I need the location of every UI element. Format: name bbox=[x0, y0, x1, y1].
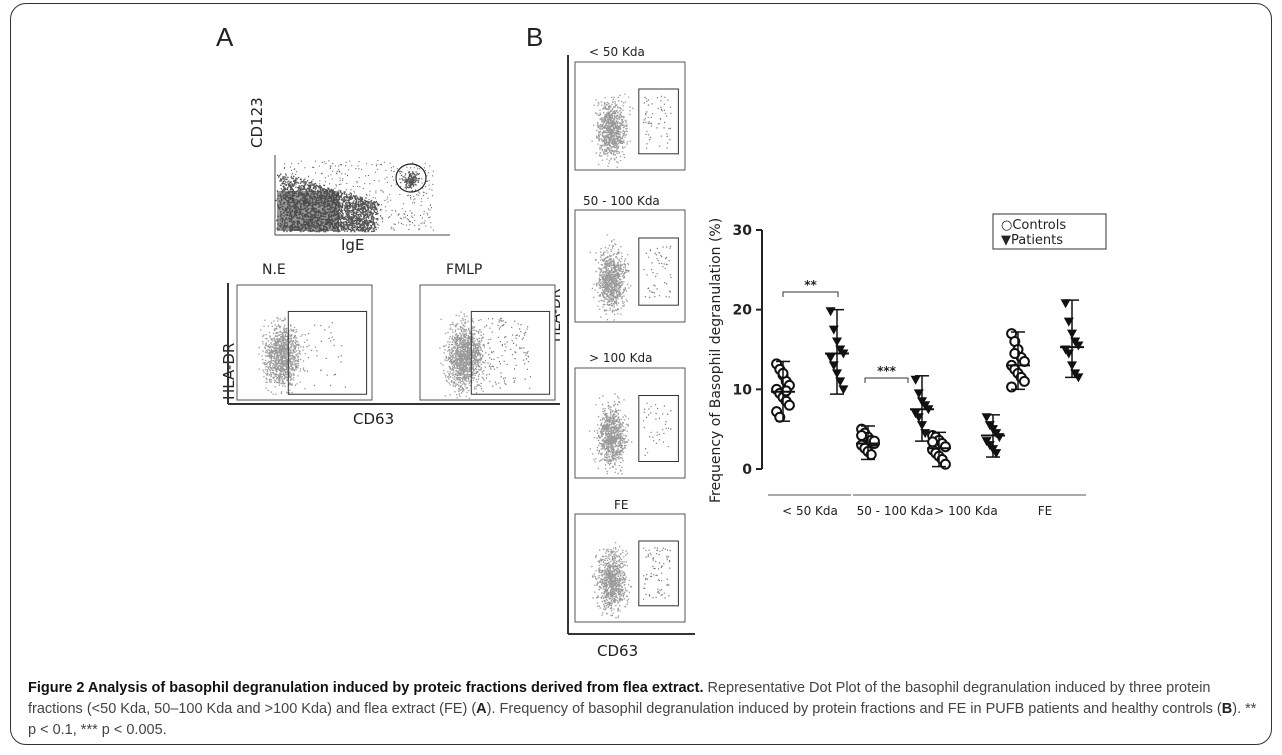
control-point bbox=[939, 441, 951, 453]
patient-point bbox=[825, 353, 836, 363]
cell-population-cloud bbox=[591, 542, 633, 619]
dot-plot-title-fmlp: FMLP bbox=[446, 262, 483, 278]
patient-point bbox=[994, 433, 1005, 443]
y-tick-label: 10 bbox=[733, 382, 753, 398]
dot-plot-frame bbox=[574, 513, 686, 623]
gated-events bbox=[643, 95, 672, 149]
cell-population-cloud bbox=[589, 393, 633, 475]
category-label: FE bbox=[1038, 504, 1052, 518]
control-point bbox=[1009, 347, 1021, 359]
panel-a-xlabel: CD63 bbox=[353, 410, 395, 428]
control-point bbox=[927, 436, 939, 448]
legend-triangle-icon: ▼ bbox=[1001, 233, 1011, 248]
significance-bracket bbox=[782, 291, 839, 297]
basophil-gate-ellipse bbox=[395, 163, 427, 193]
lymphocyte-mass bbox=[277, 191, 339, 231]
dot-plot-gt100 bbox=[574, 367, 686, 479]
panel-b-letter: B bbox=[526, 22, 544, 52]
category-label: > 100 Kda bbox=[934, 504, 997, 518]
category-label: 50 - 100 Kda bbox=[857, 504, 934, 518]
basophil-gate bbox=[638, 237, 679, 306]
cell-population-cloud bbox=[439, 311, 492, 399]
caption-text-2: ). Frequency of basophil degranulation i… bbox=[486, 701, 1222, 717]
caption-text-1: Representative Dot Plot of the basophil … bbox=[28, 680, 1211, 717]
dot-plot-title-50-100: 50 - 100 Kda bbox=[583, 194, 660, 208]
dot-plot-title-ne: N.E bbox=[262, 262, 286, 278]
significance-label: ** bbox=[804, 278, 817, 292]
caption-ref-a: A bbox=[476, 701, 487, 717]
dot-plot-ne bbox=[236, 284, 373, 401]
basophil-gate bbox=[638, 395, 679, 462]
degranulation-chart: 0 10 20 30 < 50 Kda 50 - 100 Kda > 100 Kda FE **… bbox=[733, 213, 1107, 518]
control-point bbox=[939, 458, 951, 470]
dot-plot-title-fe: FE bbox=[614, 498, 629, 512]
control-point bbox=[1018, 375, 1030, 387]
caption-title: Figure 2 Analysis of basophil degranulat… bbox=[28, 680, 704, 696]
patient-point bbox=[910, 375, 921, 385]
category-label: < 50 Kda bbox=[782, 504, 838, 518]
gating-plot bbox=[274, 155, 450, 236]
caption-text-3: ). ** p < 0.1, *** p < 0.005. bbox=[28, 701, 1257, 738]
patient-point bbox=[838, 385, 849, 395]
dot-plot-fe bbox=[574, 513, 686, 623]
patient-point bbox=[1060, 299, 1071, 309]
basophil-gate bbox=[470, 310, 551, 395]
dot-plot-title-gt100: > 100 Kda bbox=[589, 351, 653, 365]
patient-point bbox=[825, 307, 836, 317]
dot-plot-frame bbox=[574, 209, 686, 323]
dot-plot-title-lt50: < 50 Kda bbox=[589, 45, 645, 59]
figure-frame bbox=[10, 3, 1272, 745]
dot-plot-frame bbox=[574, 367, 686, 479]
legend-box bbox=[992, 213, 1107, 250]
cell-population-cloud bbox=[589, 234, 632, 321]
dot-plot-50-100 bbox=[574, 209, 686, 323]
gating-plot-xlabel: IgE bbox=[341, 236, 365, 254]
basophil-gate bbox=[287, 310, 368, 395]
significance-bracket bbox=[864, 377, 909, 383]
gated-events bbox=[643, 547, 671, 600]
legend-circle-icon: ○ bbox=[1001, 218, 1013, 233]
patient-point bbox=[1073, 341, 1084, 351]
dot-plot-frame bbox=[419, 284, 556, 401]
dot-plot-lt50 bbox=[574, 61, 686, 171]
legend-controls: ○Controls bbox=[1001, 218, 1067, 233]
figure-caption: Figure 2 Analysis of basophil degranulat… bbox=[28, 678, 1258, 741]
control-point bbox=[783, 399, 795, 411]
y-tick-label: 0 bbox=[742, 462, 752, 478]
control-point bbox=[856, 430, 868, 442]
legend-patients: ▼Patients bbox=[1001, 233, 1064, 248]
y-tick-label: 30 bbox=[733, 223, 753, 239]
dot-plot-fmlp bbox=[419, 284, 556, 401]
panel-b-xlabel: CD63 bbox=[597, 642, 639, 660]
basophil-gate bbox=[638, 88, 679, 155]
control-point bbox=[1006, 381, 1018, 393]
caption-ref-b: B bbox=[1221, 701, 1233, 717]
y-tick-label: 20 bbox=[733, 303, 753, 319]
cell-population-cloud bbox=[258, 316, 310, 395]
panel-a-letter: A bbox=[216, 22, 234, 52]
basophil-gate bbox=[638, 540, 679, 607]
significance-label: *** bbox=[877, 364, 897, 378]
cell-population-cloud bbox=[591, 93, 634, 168]
